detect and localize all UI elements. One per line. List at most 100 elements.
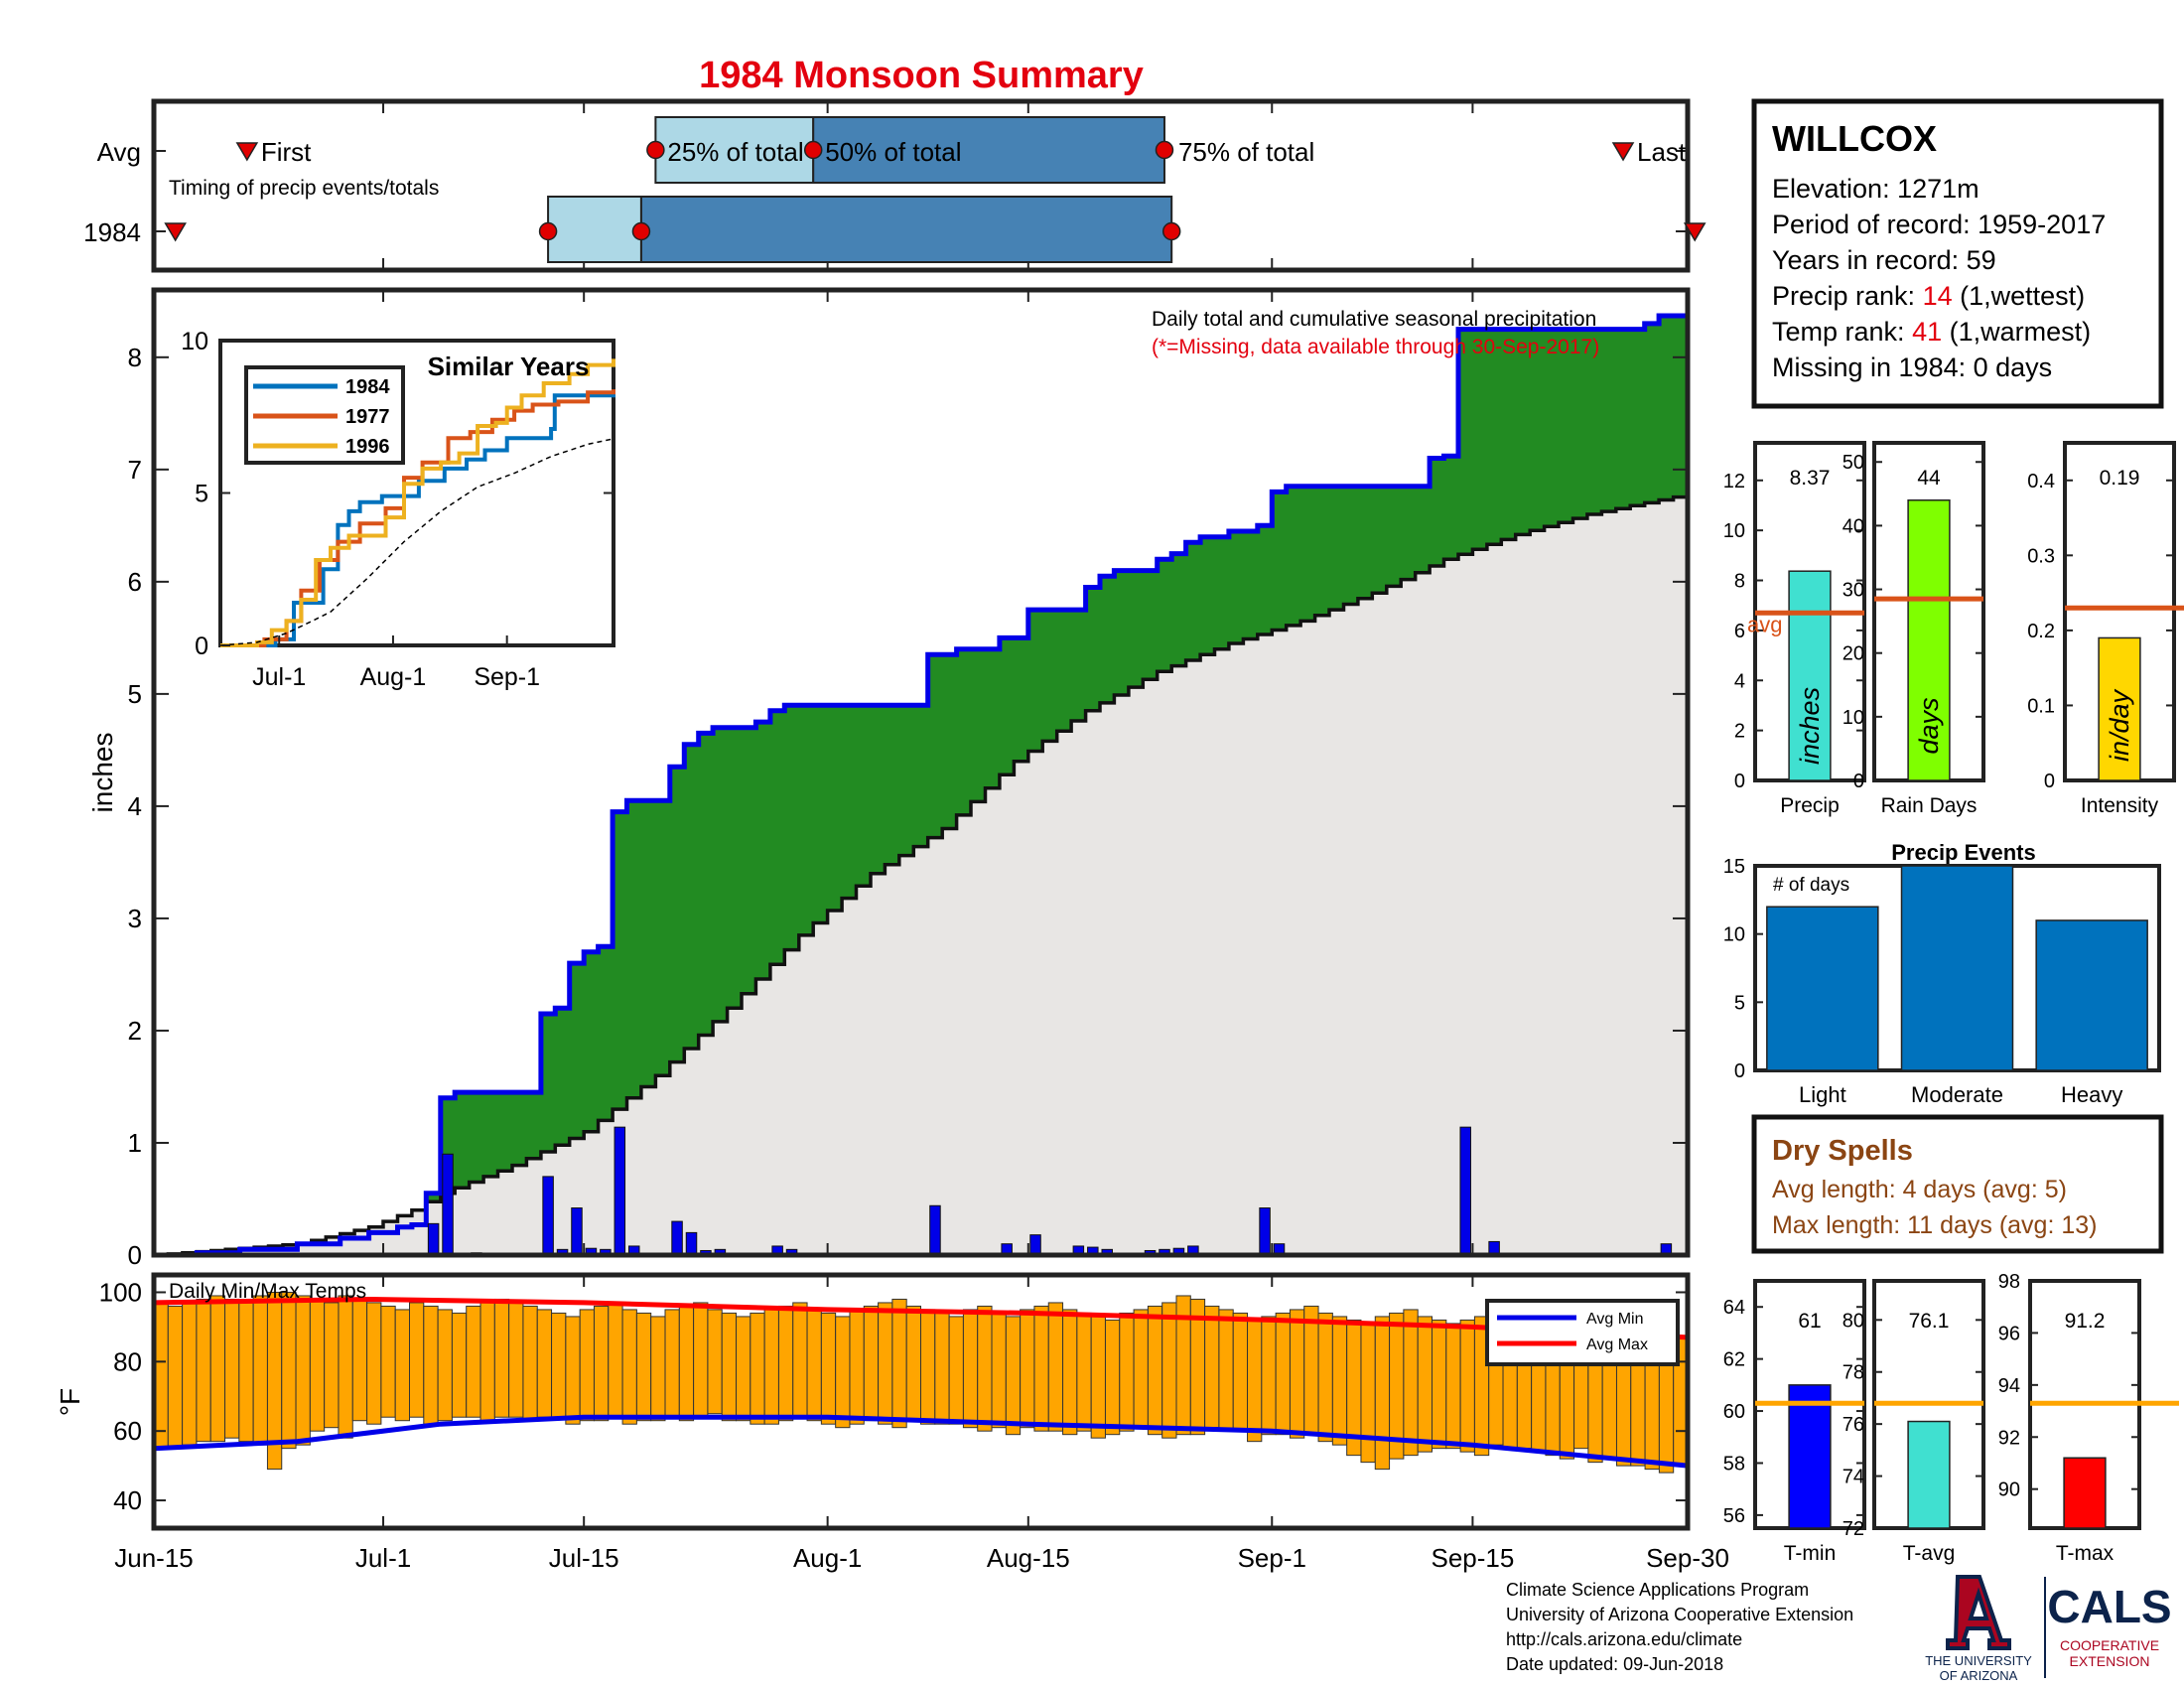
temp-range-bar	[736, 1316, 751, 1422]
year-box-50-75	[639, 196, 1173, 263]
temp-range-bar	[1076, 1312, 1092, 1432]
temp-range-bar	[423, 1305, 439, 1425]
temp-range-bar	[1218, 1309, 1234, 1432]
temp-range-bar	[1247, 1319, 1263, 1443]
summary-y-tick-label: 72	[1843, 1518, 1864, 1540]
daily-precip-bar	[1259, 1207, 1271, 1256]
ua-line-2: OF ARIZONA	[1940, 1668, 2018, 1683]
temp-ylabel: °F	[55, 1388, 85, 1416]
summary-y-tick-label: 94	[1998, 1375, 2020, 1397]
x-tick-label: Sep-30	[1646, 1543, 1729, 1573]
footer-line-3: http://cals.arizona.edu/climate	[1506, 1629, 1742, 1649]
temp-range-bar	[1133, 1309, 1149, 1429]
temp-range-bar	[1062, 1309, 1078, 1436]
summary-y-tick-label: 0.3	[2027, 545, 2055, 567]
event-category-label: Light	[1799, 1082, 1846, 1107]
temp-range-bar	[338, 1295, 353, 1439]
daily-precip-bar	[427, 1222, 440, 1256]
summary-category-label: T-min	[1784, 1542, 1837, 1565]
temp-range-bar	[905, 1305, 922, 1422]
inset-series-1984	[220, 390, 615, 647]
temp-range-bar	[1232, 1312, 1249, 1432]
year-50-marker	[631, 221, 651, 241]
temp-range-bar	[650, 1316, 666, 1422]
dry-spells-avg: Avg length: 4 days (avg: 5)	[1772, 1176, 2067, 1203]
precip-events-chart: Precip Events Light Moderate Heavy 0 5 10 15 #…	[1723, 840, 2161, 1107]
coop-line-2: EXTENSION	[2070, 1653, 2150, 1669]
x-tick-label: Aug-1	[793, 1543, 862, 1573]
temp-range-bar	[1161, 1302, 1177, 1439]
inset-legend-1996: 1996	[345, 436, 390, 458]
inset-series-1996	[220, 358, 615, 647]
coop-line-1: COOPERATIVE	[2060, 1637, 2159, 1653]
temp-range-bar	[1090, 1316, 1106, 1439]
temp-range-bar	[281, 1291, 297, 1450]
temp-range-bar	[1331, 1316, 1348, 1446]
event-y-tick-label: 5	[1734, 992, 1745, 1014]
daily-precip-bar	[685, 1231, 698, 1256]
temp-range-bar	[934, 1312, 950, 1425]
footer-line-2: University of Arizona Cooperative Extens…	[1506, 1605, 1853, 1624]
temp-range-bar	[380, 1305, 396, 1418]
temp-range-bar	[1303, 1305, 1319, 1436]
dry-spells-title: Dry Spells	[1772, 1135, 1913, 1167]
station-info-box: WILLCOX Elevation: 1271m Period of recor…	[1751, 98, 2164, 409]
temp-title: Daily Min/Max Temps	[169, 1280, 366, 1303]
event-category-label: Heavy	[2061, 1082, 2122, 1107]
average-cumulative-area	[154, 493, 1688, 1255]
footer: Climate Science Applications Program Uni…	[1506, 1580, 1853, 1674]
temp-y-tick-label: 100	[99, 1277, 142, 1307]
temp-range-bar	[1317, 1312, 1333, 1443]
temp-range-bar	[167, 1305, 184, 1450]
inset-legend-1984: 1984	[345, 376, 390, 398]
summary-y-tick-label: 98	[1998, 1271, 2020, 1293]
inset-x-tick-label: Jul-1	[252, 663, 306, 691]
temp-range-bar	[1005, 1316, 1022, 1436]
x-tick-label: Jun-15	[114, 1543, 194, 1573]
summary-y-tick-label: 62	[1723, 1349, 1745, 1371]
main-y-tick-label: 6	[128, 567, 142, 597]
temp-range-bar	[878, 1302, 893, 1425]
temp-range-bar	[309, 1298, 326, 1432]
x-tick-label: Jul-15	[549, 1543, 619, 1573]
main-y-tick-label: 3	[128, 904, 142, 933]
summary-category-label: T-max	[2056, 1542, 2115, 1565]
summary-y-tick-label: 78	[1843, 1362, 1864, 1384]
daily-precip-bar	[442, 1153, 454, 1256]
temp-range-bar	[536, 1309, 553, 1418]
summary-y-tick-label: 64	[1723, 1297, 1745, 1319]
ua-line-1: THE UNIVERSITY	[1925, 1653, 2032, 1668]
legend-avg-max: Avg Max	[1586, 1336, 1648, 1353]
main-y-tick-label: 2	[128, 1016, 142, 1046]
summary-y-tick-label: 74	[1843, 1467, 1864, 1488]
summary-y-tick-label: 8	[1734, 571, 1745, 593]
temp-chart: Daily Min/Max Temps °F Avg Min Avg Max	[55, 1272, 1691, 1531]
summary-category-label: T-avg	[1903, 1542, 1956, 1565]
temp-range-bar	[1047, 1302, 1064, 1432]
university-of-arizona-logo: THE UNIVERSITY OF ARIZONA	[1925, 1575, 2032, 1683]
temp-range-bar	[608, 1302, 623, 1418]
avg-min-line	[153, 1414, 1689, 1469]
temp-range-bar	[777, 1305, 794, 1422]
temp-range-bar	[409, 1302, 425, 1418]
summary-y-tick-label: 30	[1843, 580, 1864, 602]
inset-x-tick-label: Aug-1	[360, 663, 427, 691]
temp-range-bar	[820, 1312, 837, 1425]
avg-first-label: First	[261, 137, 312, 167]
temp-range-bar	[1033, 1305, 1049, 1432]
temp-range-bar	[351, 1298, 368, 1422]
timing-row-avg: Avg	[97, 137, 141, 167]
main-y-tick-label: 5	[128, 679, 142, 709]
x-tick-label: Jul-1	[355, 1543, 411, 1573]
temp-range-bar	[806, 1309, 822, 1422]
daily-precip-bar	[542, 1176, 554, 1256]
year-75-marker	[1161, 221, 1181, 241]
temp-range-bar	[1417, 1316, 1433, 1453]
event-y-tick-label: 10	[1723, 924, 1745, 946]
event-bar-heavy	[2035, 919, 2148, 1071]
temp-range-bar	[891, 1298, 907, 1429]
summary-y-tick-label: 10	[1843, 707, 1864, 729]
summary-y-tick-label: 0.1	[2027, 695, 2055, 717]
avg-last-label: Last	[1637, 137, 1687, 167]
temp-y-tick-label: 40	[113, 1485, 142, 1515]
